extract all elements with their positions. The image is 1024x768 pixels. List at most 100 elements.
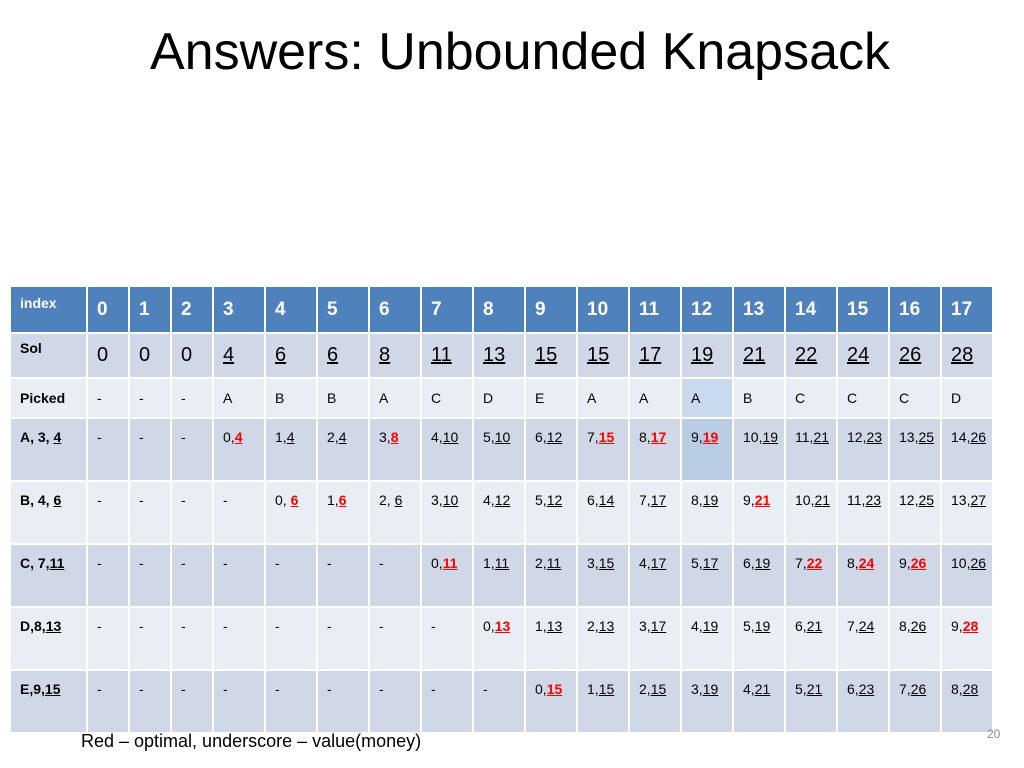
item-cell: 2,11 [524,543,578,608]
item-cell: - [368,669,422,734]
item-cell: 7,17 [628,480,682,545]
cell-count: 4, [639,555,651,571]
item-cell: 7,26 [888,669,942,734]
item-cell: - [170,543,214,608]
cell-value: 12 [546,492,563,508]
cell-dash: - [181,429,186,445]
item-cell: 14,26 [940,417,994,482]
cell-value-optimal: 19 [702,429,719,445]
item-cell: 5,10 [472,417,526,482]
cell-count: 7, [847,618,859,634]
sol-cell: 6 [264,332,318,379]
sol-cell: 11 [420,332,474,379]
cell-dash: - [275,618,280,634]
cell-count: 6, [587,492,599,508]
knapsack-table: index 0 1 2 3 4 5 6 7 8 9 10 11 12 13 14 15 16 17 Sol 0 0 0 4 6 6… [9,285,994,734]
cell-count: 11, [795,429,814,445]
cell-count: 8, [951,681,963,697]
item-cell: - [170,417,214,482]
cell-value-optimal: 6 [290,492,299,508]
picked-cell: D [940,377,994,419]
item-label: D,8,13 [9,606,88,671]
cell-value: 19 [754,555,771,571]
item-cell: - [86,417,130,482]
cell-value: 23 [865,492,882,508]
cell-count: 1, [327,492,339,508]
sol-value: 21 [743,344,766,366]
cell-value: 11 [494,555,510,571]
item-cell: 10,26 [940,543,994,608]
cell-value: 25 [918,492,935,508]
cell-count: 0, [535,681,547,697]
cell-value-optimal: 8 [390,429,399,445]
cell-value: 21 [813,429,830,445]
cell-dash: - [97,429,102,445]
item-cell: 4,12 [472,480,526,545]
header-row: index 0 1 2 3 4 5 6 7 8 9 10 11 12 13 14 15 16 17 [9,285,994,334]
sol-value: 4 [223,344,235,366]
cell-value: 26 [970,555,987,571]
item-label: C, 7,11 [9,543,88,608]
cell-value: 14 [598,492,615,508]
sol-value: 6 [275,344,287,366]
picked-cell: A [212,377,266,419]
cell-count: 5, [743,618,755,634]
cell-count: 7, [899,681,911,697]
item-cell: 1,4 [264,417,318,482]
cell-value: 24 [858,618,875,634]
item-cell: - [128,669,172,734]
item-cell: 5,21 [784,669,838,734]
item-label-prefix: B, 4, [20,492,54,508]
cell-count: 12, [899,492,919,508]
cell-count: 1, [535,618,547,634]
item-cell: 8,26 [888,606,942,671]
cell-value: 26 [910,681,927,697]
cell-value: 6 [394,492,403,508]
item-label: E,9,15 [9,669,88,734]
item-cell: 2,13 [576,606,630,671]
item-row: C, 7,11- - - - - - -0,11 1,11 2,11 3,15 4,17 5,17 6,… [9,543,994,608]
index-cell: 13 [732,285,786,334]
cell-count: 6, [743,555,755,571]
cell-dash: - [97,555,102,571]
cell-value: 26 [970,429,987,445]
picked-cell: - [170,377,214,419]
item-cell: 9,19 [680,417,734,482]
cell-value: 17 [650,492,667,508]
item-cell: 3,17 [628,606,682,671]
cell-dash: - [223,618,228,634]
cell-count: 1, [587,681,599,697]
cell-dash: - [181,618,186,634]
cell-value-optimal: 21 [754,492,771,508]
item-cell: 1,11 [472,543,526,608]
sol-cell: 0 [86,332,130,379]
item-cell: 5,12 [524,480,578,545]
sol-value: 22 [795,344,818,366]
sol-value: 19 [691,344,714,366]
item-cell: 6,14 [576,480,630,545]
index-cell: 4 [264,285,318,334]
sol-cell: 26 [888,332,942,379]
cell-value: 11 [546,555,562,571]
sol-label: Sol [9,332,88,379]
cell-count: 10, [743,429,763,445]
picked-cell: A [680,377,734,419]
cell-dash: - [139,492,144,508]
page-number: 20 [987,727,1001,741]
cell-count: 7, [795,555,807,571]
item-cell: 9,26 [888,543,942,608]
item-cell: 0,11 [420,543,474,608]
cell-dash: - [483,681,488,697]
sol-cell: 28 [940,332,994,379]
cell-value: 21 [806,618,823,634]
item-cell: 13,27 [940,480,994,545]
cell-dash: - [97,492,102,508]
cell-value-optimal: 15 [598,429,615,445]
cell-value: 17 [650,618,667,634]
index-cell: 10 [576,285,630,334]
item-label-prefix: D,8, [20,618,46,634]
cell-count: 4, [691,618,703,634]
cell-count: 5, [691,555,703,571]
item-cell: - [86,669,130,734]
item-cell: - [212,606,266,671]
